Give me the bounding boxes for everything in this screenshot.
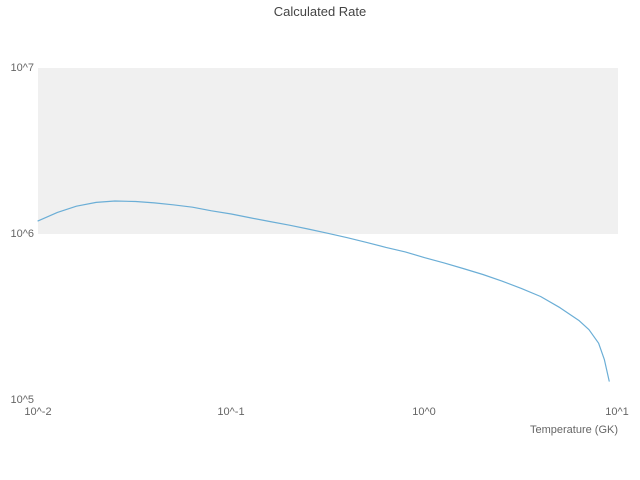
rate-series-line xyxy=(37,200,610,382)
x-tick-label-1e-1: 10^-1 xyxy=(217,406,245,418)
x-axis-label: Temperature (GK) xyxy=(529,424,618,436)
upper-decade-band xyxy=(38,68,618,234)
x-tick-label-1e1: 10^1 xyxy=(605,406,629,418)
x-tick-label-1e0: 10^0 xyxy=(412,406,436,418)
y-tick-label-1e6: 10^6 xyxy=(10,228,34,240)
x-tick-label-1e-2: 10^-2 xyxy=(24,406,52,418)
y-tick-label-1e7: 10^7 xyxy=(10,62,34,74)
y-tick-label-1e5: 10^5 xyxy=(10,394,34,406)
chart-title: Calculated Rate xyxy=(273,4,367,19)
